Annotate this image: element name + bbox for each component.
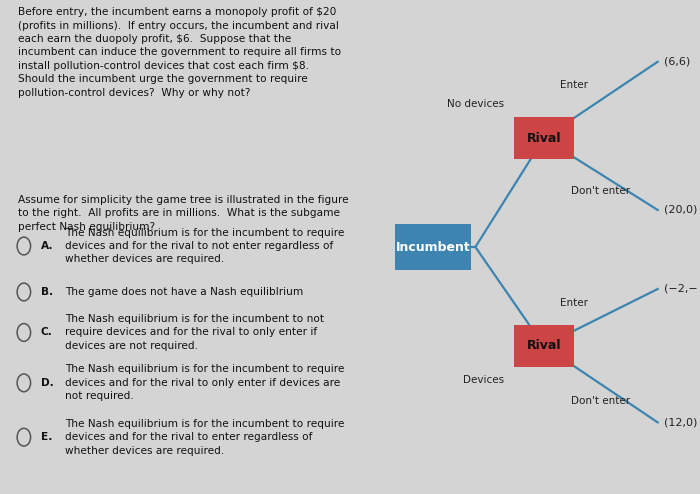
Text: No devices: No devices (447, 99, 504, 109)
Text: The Nash equilibrium is for the incumbent to not
require devices and for the riv: The Nash equilibrium is for the incumben… (65, 314, 324, 351)
Text: (−2,− 2): (−2,− 2) (664, 284, 700, 294)
Text: The game does not have a Nash equiliblrium: The game does not have a Nash equiliblri… (65, 287, 303, 297)
Text: Don't enter: Don't enter (571, 187, 630, 197)
Text: The Nash equilibrium is for the incumbent to require
devices and for the rival t: The Nash equilibrium is for the incumben… (65, 419, 344, 455)
FancyBboxPatch shape (395, 223, 471, 271)
Text: (12,0): (12,0) (664, 417, 698, 427)
Text: A.: A. (41, 241, 53, 251)
Text: Incumbent: Incumbent (395, 241, 470, 253)
Text: Before entry, the incumbent earns a monopoly profit of $20
(profits in millions): Before entry, the incumbent earns a mono… (18, 7, 342, 98)
Text: The Nash equilibrium is for the incumbent to require
devices and for the rival t: The Nash equilibrium is for the incumben… (65, 228, 344, 264)
Text: Enter: Enter (560, 297, 588, 307)
Text: Don't enter: Don't enter (571, 396, 630, 407)
Text: Enter: Enter (560, 80, 588, 90)
Text: The Nash equilibrium is for the incumbent to require
devices and for the rival t: The Nash equilibrium is for the incumben… (65, 365, 344, 401)
Text: B.: B. (41, 287, 52, 297)
Text: (20,0): (20,0) (664, 205, 698, 215)
Text: Rival: Rival (526, 339, 561, 352)
FancyBboxPatch shape (514, 325, 574, 367)
Text: E.: E. (41, 432, 52, 442)
FancyBboxPatch shape (514, 118, 574, 159)
Text: D.: D. (41, 378, 53, 388)
Text: (6,6): (6,6) (664, 57, 690, 67)
Text: Rival: Rival (526, 132, 561, 145)
Text: Assume for simplicity the game tree is illustrated in the figure
to the right.  : Assume for simplicity the game tree is i… (18, 195, 349, 232)
Text: Devices: Devices (463, 375, 504, 385)
Text: C.: C. (41, 328, 52, 337)
